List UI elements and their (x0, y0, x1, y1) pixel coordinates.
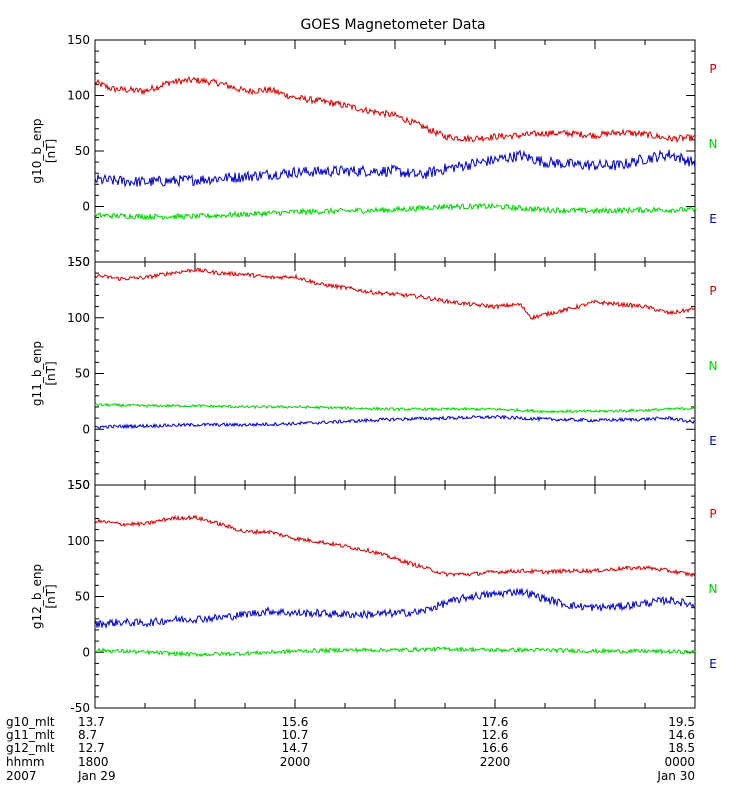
footer-value: 18.5 (668, 741, 695, 755)
legend-P: P (709, 284, 716, 298)
y-axis-label: g12_b_enp (30, 564, 44, 629)
y-tick-label: 100 (67, 534, 90, 548)
legend-N: N (709, 359, 718, 373)
footer-row-label: hhmm (6, 755, 45, 769)
series-N-line (94, 588, 696, 630)
y-tick-label: 50 (75, 590, 90, 604)
footer-value: 14.7 (282, 741, 309, 755)
footer-value: 2200 (480, 755, 511, 769)
footer-value: 8.7 (78, 728, 97, 742)
legend-P: P (709, 507, 716, 521)
footer-value: Jan 29 (77, 769, 116, 783)
panel-frame (94, 39, 696, 263)
legend-E: E (709, 212, 717, 226)
y-tick-label: -50 (70, 478, 90, 492)
y-tick-label: 0 (82, 422, 90, 436)
footer-value: 14.6 (668, 728, 695, 742)
footer-value: 12.7 (78, 741, 105, 755)
chart-title: GOES Magnetometer Data (300, 17, 485, 33)
footer-value: 0000 (664, 755, 695, 769)
footer-value: 12.6 (482, 728, 509, 742)
y-tick-label: 100 (67, 311, 90, 325)
series-P-line (94, 76, 696, 144)
y-axis-unit: [nT] (44, 139, 58, 163)
y-tick-label: -50 (70, 701, 90, 715)
footer-value: 17.6 (482, 715, 509, 729)
footer-value: Jan 30 (656, 769, 695, 783)
panel-frame (94, 261, 696, 486)
y-tick-label: 50 (75, 144, 90, 158)
y-tick-label: 150 (67, 478, 90, 492)
y-tick-label: 150 (67, 255, 90, 269)
footer-row-label: g11_mlt (6, 728, 55, 742)
legend-E: E (709, 657, 717, 671)
panel-1: -50 0 50 100 150 g10_b_enp [nT] P N E (30, 33, 717, 269)
footer-value: 15.6 (282, 715, 309, 729)
y-tick-label: 0 (82, 200, 90, 214)
series-E-line (94, 414, 696, 430)
series-E-line (94, 202, 696, 222)
legend-N: N (709, 137, 718, 151)
panel-3: -50 0 50 100 150 g12_b_enp [nT] P N E (30, 478, 717, 715)
y-axis-unit: [nT] (44, 584, 58, 608)
series-N-line (94, 402, 696, 414)
footer-value: 2000 (280, 755, 311, 769)
panel-2: -50 0 50 100 150 g11_b_enp [nT] P N E (30, 255, 717, 492)
footer-row-label: g12_mlt (6, 741, 55, 755)
legend-N: N (709, 582, 718, 596)
y-axis-label: g11_b_enp (30, 341, 44, 406)
series-E-line (94, 645, 696, 658)
footer-value: 13.7 (78, 715, 105, 729)
footer-row-label: 2007 (6, 769, 37, 783)
y-tick-label: 0 (82, 645, 90, 659)
footer-row-label: g10_mlt (6, 715, 55, 729)
series-P-line (94, 514, 696, 578)
y-tick-label: 50 (75, 367, 90, 381)
y-tick-label: 150 (67, 33, 90, 47)
y-tick-label: 100 (67, 89, 90, 103)
footer-value: 16.6 (482, 741, 509, 755)
footer-value: 1800 (78, 755, 109, 769)
y-tick-label: -50 (70, 255, 90, 269)
legend-P: P (709, 62, 716, 76)
legend-E: E (709, 434, 717, 448)
y-axis-unit: [nT] (44, 361, 58, 385)
y-axis-label: g10_b_enp (30, 118, 44, 183)
series-N-line (94, 149, 696, 188)
time-footer: g10_mlt 13.7 15.6 17.6 19.5 g11_mlt 8.7 10.7 12.… (6, 715, 695, 783)
footer-value: 19.5 (668, 715, 695, 729)
footer-value: 10.7 (282, 728, 309, 742)
series-P-line (94, 267, 696, 321)
